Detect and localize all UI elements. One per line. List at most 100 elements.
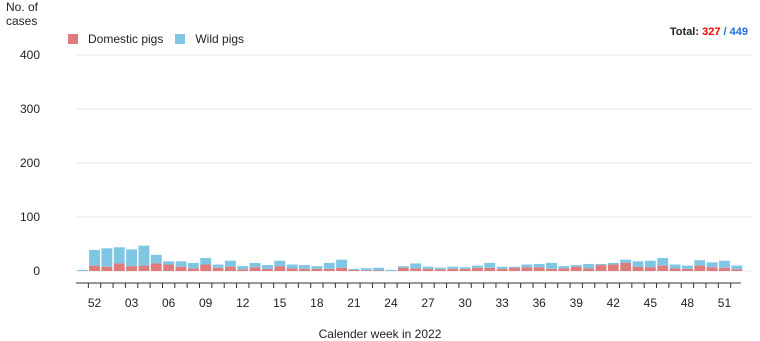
bar-wild-5 — [138, 245, 150, 266]
bar-wild-18 — [299, 265, 310, 269]
bar-wild-37 — [533, 263, 545, 268]
bar-domestic-48 — [669, 268, 681, 271]
bar-domestic-36 — [521, 267, 533, 271]
bar-wild-6 — [150, 254, 162, 264]
bar-domestic-51 — [706, 267, 718, 271]
y-axis-label-line-2: cases — [6, 14, 38, 28]
bar-domestic-18 — [299, 268, 310, 271]
bar-domestic-23 — [360, 270, 372, 271]
bar-domestic-42 — [595, 265, 607, 271]
bar-wild-14 — [249, 262, 261, 268]
bar-domestic-47 — [657, 265, 669, 271]
legend-item-wild[interactable]: Wild pigs — [175, 32, 244, 46]
bar-wild-49 — [681, 265, 693, 269]
bar-domestic-35 — [509, 267, 520, 271]
bar-wild-34 — [496, 266, 508, 269]
x-tick-label-15: 15 — [273, 296, 287, 310]
legend-swatch-wild — [175, 34, 186, 44]
legend: Domestic pigs Wild pigs — [68, 32, 256, 46]
x-tick-label-45: 45 — [644, 296, 658, 310]
total-summary: Total: 327 / 449 — [670, 26, 748, 38]
legend-label-wild: Wild pigs — [195, 32, 245, 46]
bar-wild-7 — [163, 261, 175, 265]
bar-wild-25 — [385, 269, 397, 271]
bar-wild-36 — [521, 264, 533, 268]
x-tick-label-36: 36 — [533, 296, 547, 310]
bar-domestic-6 — [150, 263, 162, 271]
bar-domestic-10 — [200, 264, 212, 271]
bar-wild-22 — [348, 268, 360, 270]
bar-domestic-40 — [570, 266, 582, 271]
total-domestic: 327 — [702, 26, 721, 38]
x-tick-label-21: 21 — [347, 296, 361, 310]
bar-domestic-11 — [212, 267, 224, 271]
y-axis-label-line-1: No. of — [6, 0, 39, 14]
total-wild: 449 — [729, 26, 748, 38]
y-tick-label-400: 400 — [20, 48, 40, 62]
x-tick-label-09: 09 — [199, 296, 213, 310]
bar-domestic-9 — [187, 268, 199, 271]
bar-domestic-39 — [558, 268, 570, 271]
bar-domestic-3 — [113, 263, 125, 271]
bar-wild-47 — [657, 258, 669, 266]
bar-wild-39 — [558, 266, 570, 269]
bar-wild-9 — [187, 262, 199, 269]
bar-wild-8 — [175, 261, 187, 267]
y-tick-label-300: 300 — [20, 102, 40, 116]
bar-domestic-50 — [694, 265, 706, 271]
bar-wild-43 — [607, 262, 619, 265]
bar-wild-53 — [731, 265, 743, 270]
bar-wild-33 — [484, 262, 496, 268]
bar-domestic-2 — [101, 266, 113, 271]
bar-wild-12 — [224, 260, 236, 267]
bar-wild-13 — [237, 266, 249, 270]
bar-wild-3 — [113, 247, 125, 264]
bar-domestic-32 — [472, 267, 483, 271]
bar-wild-51 — [706, 262, 718, 268]
x-axis-label: Calender week in 2022 — [318, 327, 442, 341]
bar-domestic-30 — [447, 268, 459, 271]
total-separator: / — [723, 26, 727, 38]
bar-wild-16 — [274, 260, 286, 267]
bar-domestic-13 — [237, 269, 249, 271]
x-tick-label-03: 03 — [125, 296, 139, 310]
bar-domestic-44 — [620, 262, 632, 271]
x-tick-label-52: 52 — [88, 296, 102, 310]
bar-domestic-29 — [434, 269, 446, 271]
bar-wild-0 — [76, 269, 88, 271]
bar-wild-41 — [583, 263, 595, 269]
bar-domestic-41 — [583, 268, 595, 271]
x-tick-label-24: 24 — [384, 296, 398, 310]
legend-label-domestic: Domestic pigs — [88, 32, 164, 46]
y-tick-label-0: 0 — [33, 264, 40, 278]
bar-wild-40 — [570, 265, 582, 267]
legend-item-domestic[interactable]: Domestic pigs — [68, 32, 163, 46]
bar-wild-38 — [546, 262, 557, 269]
bar-wild-31 — [459, 267, 471, 269]
x-tick-label-42: 42 — [607, 296, 621, 310]
bar-wild-24 — [373, 267, 385, 271]
bar-wild-10 — [200, 258, 212, 265]
bar-domestic-19 — [311, 268, 323, 271]
x-tick-label-39: 39 — [570, 296, 584, 310]
x-tick-label-30: 30 — [458, 296, 472, 310]
bar-domestic-37 — [533, 267, 545, 271]
x-tick-label-51: 51 — [718, 296, 732, 310]
bar-wild-2 — [101, 248, 113, 267]
bar-wild-20 — [323, 262, 335, 269]
bar-wild-15 — [262, 265, 273, 269]
bar-domestic-38 — [546, 268, 557, 271]
bar-domestic-43 — [607, 264, 619, 271]
bar-domestic-46 — [644, 267, 656, 271]
bar-domestic-45 — [632, 266, 644, 271]
bar-wild-17 — [286, 264, 298, 269]
bar-domestic-34 — [496, 268, 508, 271]
x-tick-label-06: 06 — [162, 296, 176, 310]
bar-wild-11 — [212, 264, 224, 268]
bar-wild-44 — [620, 259, 632, 263]
x-tick-label-27: 27 — [421, 296, 435, 310]
bar-wild-42 — [595, 263, 607, 266]
bar-wild-29 — [434, 267, 446, 270]
bar-domestic-31 — [459, 268, 471, 271]
bar-wild-45 — [632, 261, 644, 267]
